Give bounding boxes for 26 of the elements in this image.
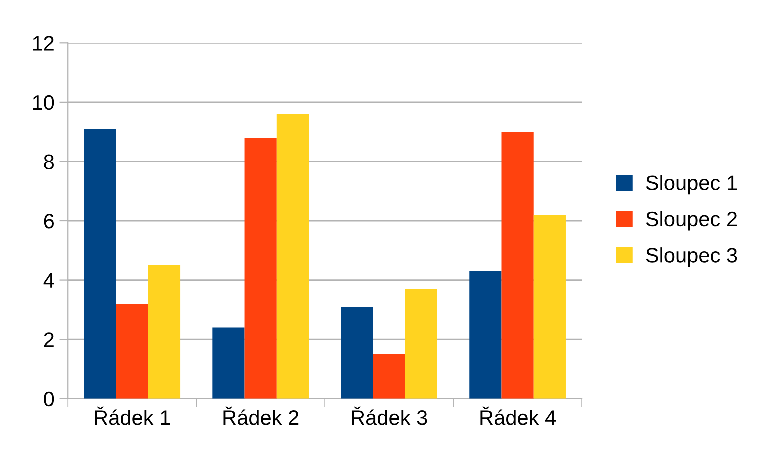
x-tick-label: Řádek 4 xyxy=(480,406,556,426)
bar xyxy=(405,289,438,399)
bar xyxy=(116,304,148,399)
legend-label: Sloupec 1 xyxy=(646,175,738,195)
y-tick-label: 4 xyxy=(44,274,54,288)
y-tick-label: 12 xyxy=(33,36,54,51)
x-tick-label: Řádek 2 xyxy=(224,406,299,426)
bar xyxy=(534,215,566,399)
bar xyxy=(244,138,277,399)
bar xyxy=(84,129,116,399)
y-tick-label: 6 xyxy=(44,214,54,229)
legend-label: Sloupec 2 xyxy=(646,211,737,231)
y-tick-label: 10 xyxy=(33,95,54,110)
y-tick-label: 8 xyxy=(44,154,54,170)
bar xyxy=(212,328,245,399)
bar xyxy=(502,132,534,399)
bar xyxy=(276,114,310,399)
bar xyxy=(341,306,374,399)
bar xyxy=(470,271,502,399)
x-tick-label: Řádek 3 xyxy=(352,406,428,426)
y-tick-label: 2 xyxy=(44,332,54,348)
legend-label: Sloupec 3 xyxy=(646,248,738,267)
bar xyxy=(373,354,406,399)
x-tick-label: Řádek 1 xyxy=(95,406,170,426)
y-tick-label: 0 xyxy=(44,392,54,407)
bar xyxy=(148,265,181,399)
